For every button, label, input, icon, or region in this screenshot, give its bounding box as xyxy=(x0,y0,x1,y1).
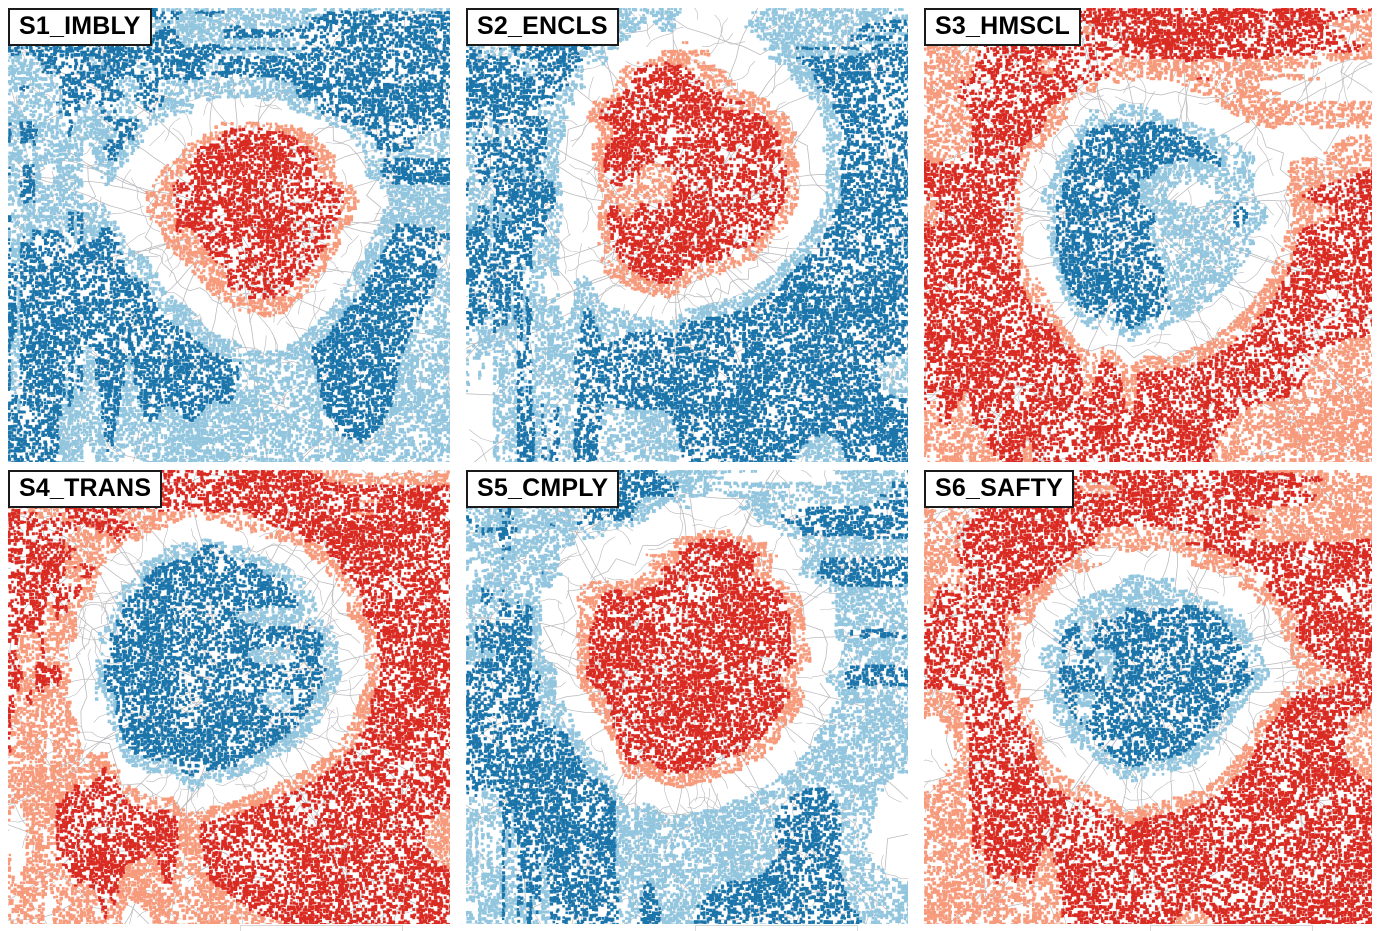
panel-label-s5-cmply: S5_CMPLY xyxy=(466,470,620,508)
lisa-cluster-map[interactable] xyxy=(8,8,450,462)
map-area[interactable] xyxy=(924,470,1372,924)
map-panel[interactable]: S2_ENCLS xyxy=(458,0,916,462)
lisa-cluster-map[interactable] xyxy=(466,8,908,462)
map-panel[interactable]: S3_HMSCL xyxy=(916,0,1380,462)
panel-label-s3-hmscl: S3_HMSCL xyxy=(924,8,1081,46)
map-area[interactable] xyxy=(8,8,450,462)
map-panel[interactable]: S1_IMBLY xyxy=(0,0,458,462)
map-area[interactable] xyxy=(466,470,908,924)
panel-label-s2-encls: S2_ENCLS xyxy=(466,8,619,46)
lisa-cluster-map[interactable] xyxy=(8,470,450,924)
legend-box-stub xyxy=(1150,925,1313,931)
map-area[interactable] xyxy=(8,470,450,924)
lisa-cluster-map[interactable] xyxy=(924,8,1372,462)
legend-box-stub xyxy=(240,925,403,931)
map-panel[interactable]: S4_TRANS xyxy=(0,462,458,924)
panel-label-s6-safty: S6_SAFTY xyxy=(924,470,1075,508)
map-area[interactable] xyxy=(924,8,1372,462)
map-panel[interactable]: S5_CMPLY xyxy=(458,462,916,924)
map-area[interactable] xyxy=(466,8,908,462)
map-panel[interactable]: S6_SAFTY xyxy=(916,462,1380,924)
panel-label-s1-imbly: S1_IMBLY xyxy=(8,8,152,46)
lisa-cluster-map[interactable] xyxy=(466,470,908,924)
legend-box-stub xyxy=(695,925,858,931)
panel-label-s4-trans: S4_TRANS xyxy=(8,470,163,508)
lisa-cluster-map[interactable] xyxy=(924,470,1372,924)
